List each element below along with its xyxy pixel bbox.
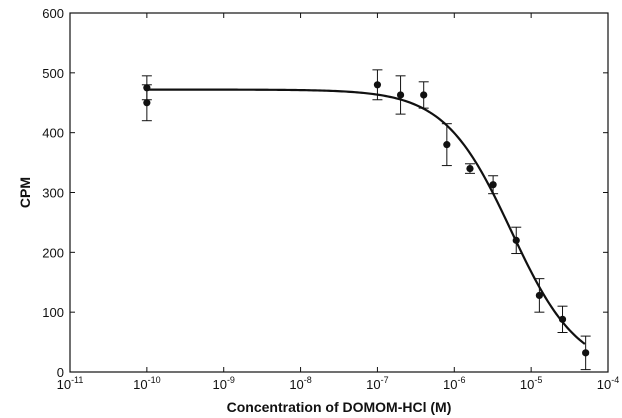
data-point-group (488, 175, 499, 195)
data-point (443, 141, 451, 149)
plot-frame (69, 12, 609, 373)
data-point-group (395, 75, 406, 115)
data-points (141, 69, 591, 371)
y-tick-label: 0 (57, 365, 64, 380)
data-point-group (464, 163, 475, 174)
data-point-group (372, 69, 383, 101)
data-point-group (418, 81, 429, 109)
x-tick-label: 10-5 (520, 375, 542, 392)
data-point (582, 349, 590, 357)
y-tick-label: 600 (42, 6, 64, 21)
data-point-group (534, 278, 545, 313)
data-point-group (441, 123, 452, 167)
y-tick-label: 400 (42, 126, 64, 141)
y-tick-label: 200 (42, 245, 64, 260)
x-tick-label: 10-10 (133, 375, 160, 392)
data-point-group (557, 305, 568, 334)
data-point-group (580, 335, 591, 371)
y-tick-label: 100 (42, 305, 64, 320)
x-tick-label: 10-7 (366, 375, 388, 392)
y-axis-title: CPM (17, 177, 33, 208)
x-axis: 10-11 10-10 10-9 10-8 10-7 10-6 10-5 10-4 (57, 13, 619, 392)
x-tick-label: 10-9 (212, 375, 234, 392)
x-tick-label: 10-11 (57, 375, 84, 392)
x-tick-label: 10-6 (443, 375, 465, 392)
x-tick-label: 10-8 (289, 375, 311, 392)
data-point (143, 99, 151, 107)
data-point (373, 81, 382, 89)
data-point-group (141, 84, 152, 122)
y-tick-label: 500 (42, 66, 64, 81)
y-tick-label: 300 (42, 186, 64, 201)
data-point (466, 164, 474, 173)
x-tick-label: 10-4 (597, 375, 619, 392)
data-point (558, 315, 567, 323)
y-axis: 0 100 200 300 400 500 600 (42, 6, 608, 380)
data-point (396, 91, 405, 99)
data-point (420, 91, 428, 99)
data-point (489, 181, 497, 189)
fit-curve (146, 88, 586, 345)
data-point (535, 291, 543, 300)
data-point (512, 236, 520, 244)
data-point-group (511, 226, 522, 255)
x-axis-title: Concentration of DOMOM-HCl (M) (227, 399, 452, 415)
